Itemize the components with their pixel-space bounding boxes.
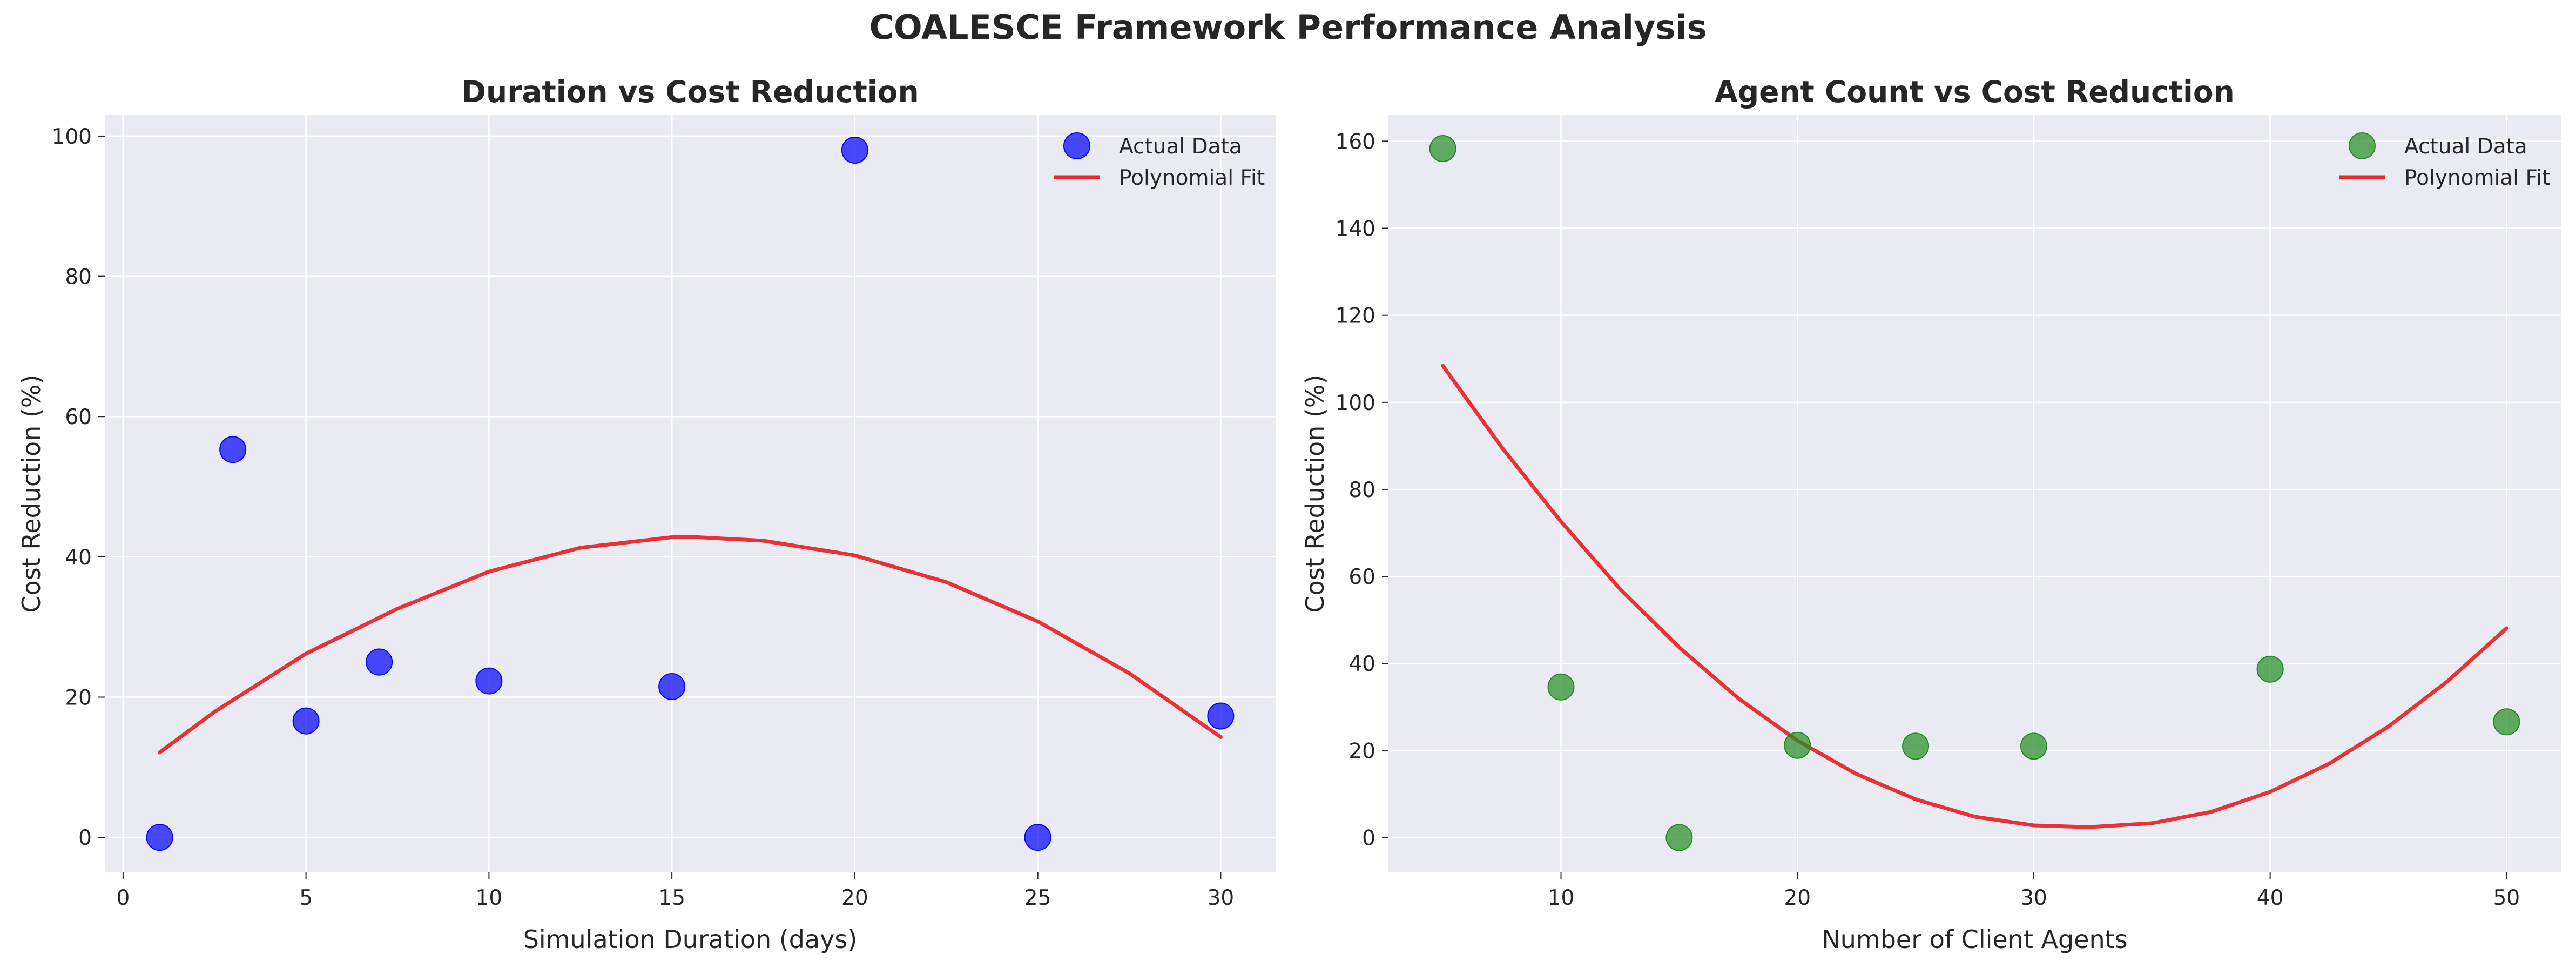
polynomial-fit-line (158, 535, 1223, 755)
y-axis-label: Cost Reduction (%) (1300, 374, 1330, 613)
y-tick-label: 0 (1362, 826, 1375, 851)
y-tick-label: 160 (1336, 130, 1375, 154)
data-point (366, 648, 393, 676)
legend-marker-actual-data (1063, 132, 1090, 159)
y-tick-label: 40 (1348, 652, 1375, 676)
y-axis-label: Cost Reduction (%) (17, 374, 46, 613)
legend-label: Polynomial Fit (2404, 166, 2550, 190)
data-point (1207, 702, 1235, 730)
y-tick-label: 80 (65, 265, 92, 290)
x-tick-label: 0 (116, 886, 130, 910)
polynomial-fit-line (1441, 364, 2508, 829)
x-tick-label: 20 (1784, 886, 1811, 910)
chart-panel-2: 0 20 40 60 80 100 120 140 160 10 20 30 40 50 Agent Cou… (1300, 75, 2561, 954)
panel-title: Duration vs Cost Reduction (461, 75, 919, 109)
data-point (146, 824, 173, 851)
x-tick-label: 50 (2493, 886, 2520, 910)
data-point (219, 436, 247, 463)
x-tick-label: 30 (2020, 886, 2047, 910)
y-tick-label: 20 (65, 686, 92, 710)
x-tick-label: 20 (841, 886, 868, 910)
y-tick-label: 120 (1336, 304, 1375, 328)
chart-panel-1: 0 20 40 60 80 100 0 5 10 15 20 25 30 Duration vs Cost… (17, 75, 1276, 954)
legend-label: Polynomial Fit (1119, 166, 1265, 190)
data-point (2020, 732, 2047, 760)
x-tick-label: 40 (2257, 886, 2284, 910)
data-point (2256, 655, 2284, 683)
y-tick-label: 20 (1348, 739, 1375, 763)
data-point (658, 673, 686, 700)
data-point (1429, 135, 1456, 163)
plot-area (1388, 115, 2561, 872)
y-tick-label: 0 (78, 826, 92, 850)
data-point (1547, 673, 1575, 701)
x-axis-label: Number of Client Agents (1822, 925, 2127, 954)
data-point (2493, 708, 2520, 736)
data-point (1665, 824, 1693, 851)
y-tick-label: 60 (1348, 565, 1375, 589)
plot-area (105, 115, 1276, 872)
data-point (475, 667, 503, 695)
figure-title: COALESCE Framework Performance Analysis (869, 8, 1707, 47)
panel-title: Agent Count vs Cost Reduction (1715, 75, 2235, 109)
data-point (292, 707, 320, 735)
data-point (1902, 732, 1930, 760)
data-point (1784, 731, 1811, 759)
x-tick-label: 30 (1208, 886, 1235, 910)
legend-label: Actual Data (2404, 135, 2527, 159)
x-tick-label: 15 (658, 886, 685, 910)
legend: Actual Data Polynomial Fit (2339, 132, 2550, 190)
x-tick-label: 25 (1024, 886, 1051, 910)
x-tick-label: 10 (476, 886, 503, 910)
x-axis-label: Simulation Duration (days) (523, 925, 858, 954)
y-tick-label: 100 (52, 125, 92, 149)
y-tick-label: 60 (65, 405, 92, 429)
x-tick-label: 5 (299, 886, 313, 910)
legend: Actual Data Polynomial Fit (1054, 132, 1265, 190)
y-tick-label: 140 (1336, 217, 1375, 241)
legend-marker-actual-data (2349, 132, 2376, 159)
y-tick-label: 40 (65, 546, 92, 570)
data-point (841, 136, 868, 164)
y-tick-label: 100 (1336, 391, 1375, 415)
y-tick-label: 80 (1348, 478, 1375, 502)
legend-label: Actual Data (1119, 135, 1242, 159)
data-point (1024, 824, 1051, 851)
x-tick-label: 10 (1548, 886, 1575, 910)
